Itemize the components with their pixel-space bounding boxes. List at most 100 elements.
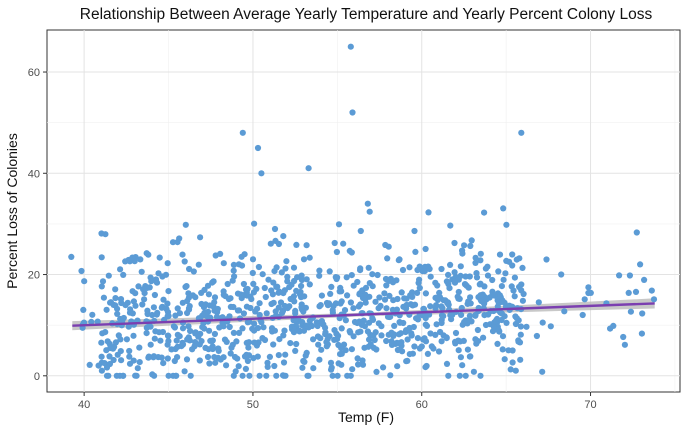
- data-point: [322, 329, 329, 336]
- data-point: [519, 264, 526, 271]
- data-point: [197, 234, 204, 241]
- data-point: [620, 333, 627, 341]
- data-point: [153, 279, 161, 286]
- data-point: [331, 239, 338, 247]
- data-point: [238, 262, 246, 269]
- data-point: [240, 310, 247, 317]
- data-point: [523, 323, 530, 330]
- data-point: [239, 372, 246, 379]
- data-point: [78, 267, 85, 275]
- data-point: [416, 345, 423, 352]
- data-point: [176, 235, 183, 242]
- data-point: [459, 321, 466, 328]
- data-point: [183, 283, 190, 290]
- data-point: [89, 311, 96, 318]
- trend-line-group: [72, 302, 655, 327]
- data-point: [151, 291, 158, 299]
- data-point: [396, 256, 403, 263]
- data-point: [317, 335, 324, 342]
- data-point: [351, 318, 359, 326]
- data-point: [374, 271, 381, 279]
- data-point: [244, 357, 251, 365]
- data-point: [503, 257, 510, 264]
- data-point: [98, 283, 105, 290]
- data-point: [420, 305, 427, 313]
- data-point: [498, 283, 505, 290]
- data-point: [484, 263, 491, 270]
- trend-line: [72, 302, 655, 327]
- data-point: [224, 280, 231, 288]
- data-point: [637, 261, 644, 268]
- data-point: [535, 299, 542, 306]
- data-point: [341, 307, 349, 314]
- data-point: [217, 250, 224, 257]
- data-point: [300, 327, 308, 334]
- data-point: [315, 341, 322, 348]
- data-point: [247, 304, 254, 312]
- data-point: [366, 336, 373, 343]
- data-point: [446, 285, 453, 292]
- data-point: [206, 302, 213, 309]
- data-point: [509, 347, 516, 354]
- data-point: [195, 261, 202, 268]
- data-point: [144, 307, 151, 314]
- data-point: [263, 372, 270, 379]
- data-point: [239, 325, 246, 332]
- data-point: [422, 245, 429, 253]
- data-point: [461, 242, 468, 249]
- data-point: [323, 339, 330, 346]
- data-point: [164, 355, 171, 362]
- data-point: [316, 356, 323, 363]
- data-point: [134, 365, 141, 372]
- chart-title: Relationship Between Average Yearly Temp…: [80, 6, 653, 23]
- data-point: [491, 292, 498, 299]
- data-point: [415, 279, 422, 287]
- data-point: [280, 332, 287, 339]
- data-point: [88, 318, 95, 325]
- data-point: [256, 300, 263, 307]
- data-point: [211, 354, 218, 361]
- data-point: [265, 276, 272, 283]
- data-point: [354, 278, 361, 286]
- data-point: [407, 292, 414, 299]
- data-point: [126, 347, 133, 355]
- data-point: [451, 239, 458, 247]
- data-point: [366, 280, 373, 287]
- data-point: [438, 338, 445, 345]
- data-point: [243, 339, 250, 346]
- data-point: [481, 209, 488, 216]
- data-point: [336, 288, 343, 295]
- data-point: [130, 332, 137, 339]
- data-point: [516, 255, 523, 262]
- data-point: [103, 306, 110, 313]
- data-point: [498, 310, 505, 317]
- data-point: [123, 336, 130, 343]
- data-point: [482, 321, 490, 329]
- data-point: [254, 144, 262, 152]
- data-point: [243, 292, 251, 299]
- data-point: [254, 325, 262, 332]
- data-point: [381, 290, 388, 297]
- data-point: [440, 313, 447, 320]
- data-point: [406, 264, 413, 271]
- data-point: [126, 353, 133, 360]
- data-point: [517, 356, 524, 363]
- data-point: [625, 289, 632, 296]
- data-point: [162, 271, 170, 278]
- data-point: [86, 361, 93, 368]
- data-point: [213, 313, 220, 320]
- data-point: [184, 336, 191, 343]
- data-point: [98, 254, 105, 261]
- data-point: [248, 296, 255, 303]
- data-point: [235, 363, 242, 370]
- data-point: [443, 360, 451, 367]
- data-point: [290, 264, 298, 271]
- data-point: [301, 293, 308, 300]
- data-point: [383, 337, 390, 345]
- data-point: [310, 365, 317, 372]
- data-point: [283, 258, 290, 265]
- data-point: [298, 272, 305, 279]
- data-point: [377, 302, 384, 309]
- data-point: [477, 292, 484, 299]
- data-point: [616, 272, 623, 279]
